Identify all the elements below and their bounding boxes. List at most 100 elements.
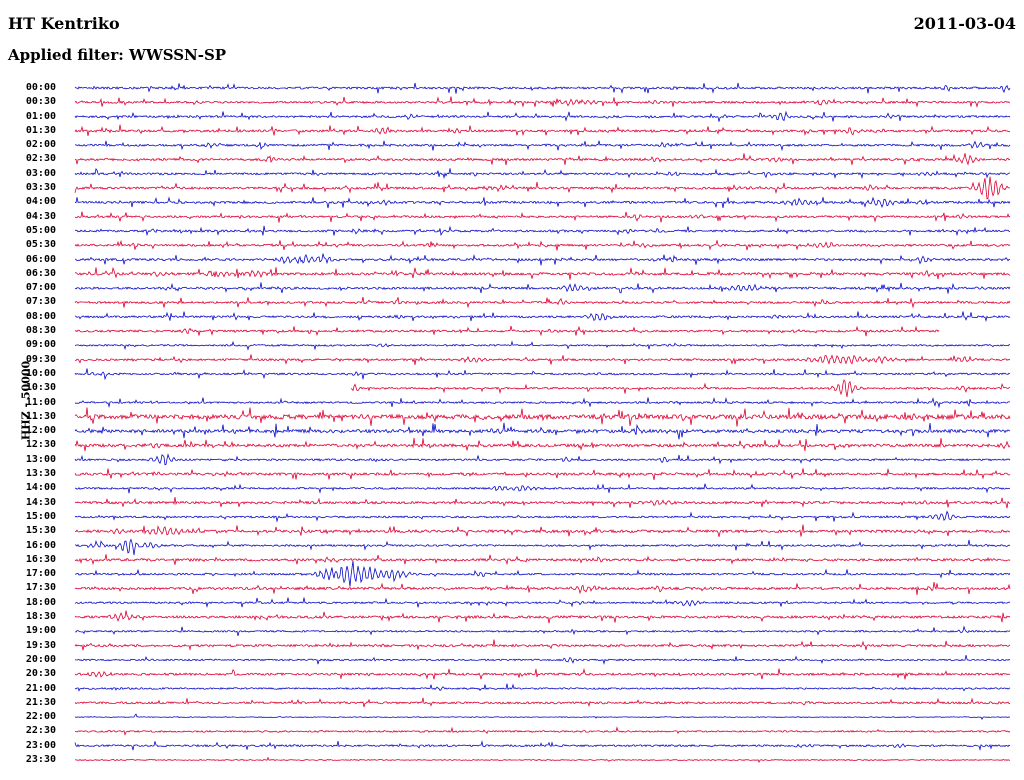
- trace-05:00: [75, 225, 1011, 237]
- time-label-06:30: 06:30: [25, 267, 56, 279]
- time-label-04:30: 04:30: [25, 210, 56, 222]
- trace-14:30: [74, 497, 1011, 509]
- time-label-13:30: 13:30: [25, 468, 56, 480]
- time-label-19:00: 19:00: [25, 625, 56, 637]
- time-label-12:30: 12:30: [25, 439, 56, 451]
- trace-10:30: [350, 379, 1011, 398]
- time-label-23:00: 23:00: [25, 739, 56, 751]
- time-label-19:30: 19:30: [25, 639, 56, 651]
- time-label-08:30: 08:30: [25, 325, 56, 337]
- time-label-14:00: 14:00: [25, 482, 56, 494]
- time-label-14:30: 14:30: [25, 496, 56, 508]
- time-label-13:00: 13:00: [25, 453, 56, 465]
- trace-21:00: [74, 683, 1011, 692]
- time-label-06:00: 06:00: [25, 253, 56, 265]
- time-label-23:30: 23:30: [25, 754, 56, 765]
- time-label-20:00: 20:00: [25, 653, 56, 665]
- trace-00:00: [74, 82, 1011, 95]
- time-label-12:00: 12:00: [25, 425, 56, 437]
- trace-08:30: [74, 325, 940, 337]
- station-title: HT Kentriko: [8, 14, 120, 33]
- time-label-09:00: 09:00: [25, 339, 56, 351]
- time-label-00:30: 00:30: [25, 96, 56, 108]
- time-label-01:00: 01:00: [25, 110, 56, 122]
- time-label-02:00: 02:00: [25, 139, 56, 151]
- time-label-15:30: 15:30: [25, 525, 56, 537]
- trace-10:00: [74, 368, 1011, 381]
- trace-20:30: [74, 667, 1011, 680]
- time-label-18:00: 18:00: [25, 596, 56, 608]
- trace-06:00: [74, 253, 1011, 266]
- trace-02:00: [74, 140, 1011, 152]
- trace-08:00: [74, 311, 1011, 323]
- trace-17:00: [75, 560, 1011, 587]
- trace-17:30: [74, 582, 1011, 595]
- trace-15:00: [74, 510, 1011, 523]
- trace-13:30: [74, 468, 1011, 480]
- trace-03:30: [74, 176, 1011, 200]
- time-label-01:30: 01:30: [25, 124, 56, 136]
- time-label-21:30: 21:30: [25, 696, 56, 708]
- trace-21:30: [74, 697, 1010, 708]
- time-label-17:00: 17:00: [25, 568, 56, 580]
- trace-01:30: [74, 124, 1011, 137]
- time-label-00:00: 00:00: [25, 82, 56, 93]
- time-label-10:00: 10:00: [25, 367, 56, 379]
- time-label-07:00: 07:00: [25, 282, 56, 294]
- time-label-03:30: 03:30: [25, 182, 56, 194]
- trace-12:00: [74, 422, 1011, 440]
- trace-05:30: [74, 239, 1011, 251]
- trace-15:30: [75, 524, 1010, 537]
- trace-18:30: [74, 610, 1011, 624]
- trace-09:00: [74, 340, 1011, 351]
- trace-03:00: [74, 167, 1011, 180]
- trace-04:00: [74, 196, 1011, 209]
- time-label-03:00: 03:00: [25, 167, 56, 179]
- time-label-04:00: 04:00: [25, 196, 56, 208]
- trace-22:00: [74, 713, 1011, 721]
- time-label-11:00: 11:00: [25, 396, 56, 408]
- trace-12:30: [74, 437, 1011, 452]
- time-label-15:00: 15:00: [25, 510, 56, 522]
- trace-16:00: [74, 538, 1011, 556]
- trace-20:00: [74, 655, 1011, 665]
- trace-19:30: [74, 639, 1011, 651]
- time-label-22:00: 22:00: [25, 711, 56, 723]
- trace-06:30: [74, 266, 1011, 280]
- trace-00:30: [74, 96, 1011, 109]
- record-date: 2011-03-04: [913, 14, 1016, 33]
- trace-23:30: [74, 756, 1011, 764]
- time-label-02:30: 02:30: [25, 153, 56, 165]
- trace-13:00: [74, 453, 1011, 466]
- time-label-05:30: 05:30: [25, 239, 56, 251]
- trace-14:00: [74, 483, 1011, 494]
- time-label-21:00: 21:00: [25, 682, 56, 694]
- trace-07:00: [74, 282, 1011, 294]
- time-label-20:30: 20:30: [25, 668, 56, 680]
- trace-19:00: [74, 625, 1011, 636]
- time-label-09:30: 09:30: [25, 353, 56, 365]
- time-label-07:30: 07:30: [25, 296, 56, 308]
- time-label-17:30: 17:30: [25, 582, 56, 594]
- trace-23:00: [74, 740, 1011, 751]
- time-label-10:30: 10:30: [25, 382, 56, 394]
- time-label-18:30: 18:30: [25, 611, 56, 623]
- trace-22:30: [74, 726, 1011, 736]
- time-label-22:30: 22:30: [25, 725, 56, 737]
- trace-11:30: [74, 407, 1011, 427]
- trace-01:00: [74, 110, 1011, 122]
- trace-04:30: [74, 211, 1011, 223]
- time-label-16:00: 16:00: [25, 539, 56, 551]
- filter-label: Applied filter: WWSSN-SP: [8, 46, 227, 64]
- trace-02:30: [74, 153, 1011, 166]
- trace-11:00: [74, 397, 1010, 409]
- trace-18:00: [74, 597, 1011, 608]
- trace-09:30: [74, 354, 1011, 365]
- time-label-11:30: 11:30: [25, 410, 56, 422]
- trace-07:30: [74, 296, 1011, 309]
- time-label-08:00: 08:00: [25, 310, 56, 322]
- time-label-05:00: 05:00: [25, 224, 56, 236]
- time-label-16:30: 16:30: [25, 553, 56, 565]
